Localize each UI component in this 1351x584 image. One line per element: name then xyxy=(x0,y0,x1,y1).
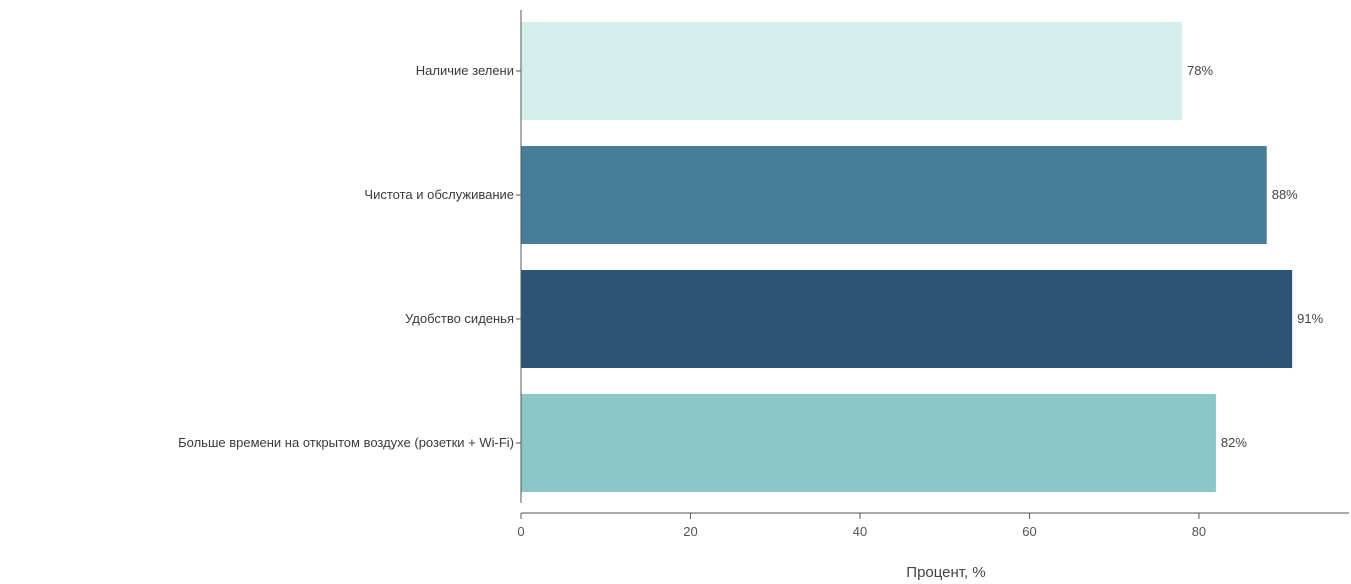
category-label-1: Наличие зелени xyxy=(416,63,514,78)
bar-4 xyxy=(521,394,1216,492)
x-tick-label-20: 20 xyxy=(683,524,697,539)
x-axis: 0 20 40 60 80 xyxy=(517,512,1349,539)
bar-2 xyxy=(521,146,1267,244)
bar-3 xyxy=(521,270,1293,368)
data-label-2: 88% xyxy=(1272,187,1298,202)
category-label-2: Чистота и обслуживание xyxy=(364,187,514,202)
category-label-4: Больше времени на открытом воздухе (розе… xyxy=(178,435,514,450)
x-axis-title: Процент, % xyxy=(906,564,985,581)
bar-1 xyxy=(521,22,1182,120)
data-label-1: 78% xyxy=(1187,63,1213,78)
x-tick-label-0: 0 xyxy=(517,524,524,539)
x-tick-label-80: 80 xyxy=(1192,524,1206,539)
x-tick-label-40: 40 xyxy=(853,524,867,539)
data-labels-layer: 78% 88% 91% 82% xyxy=(1187,63,1324,450)
x-tick-label-60: 60 xyxy=(1022,524,1036,539)
y-axis: Наличие зелени Чистота и обслуживание Удоб… xyxy=(178,10,522,503)
data-label-3: 91% xyxy=(1297,311,1323,326)
bars-layer xyxy=(521,22,1293,492)
category-label-3: Удобство сиденья xyxy=(405,311,514,326)
data-label-4: 82% xyxy=(1221,435,1247,450)
